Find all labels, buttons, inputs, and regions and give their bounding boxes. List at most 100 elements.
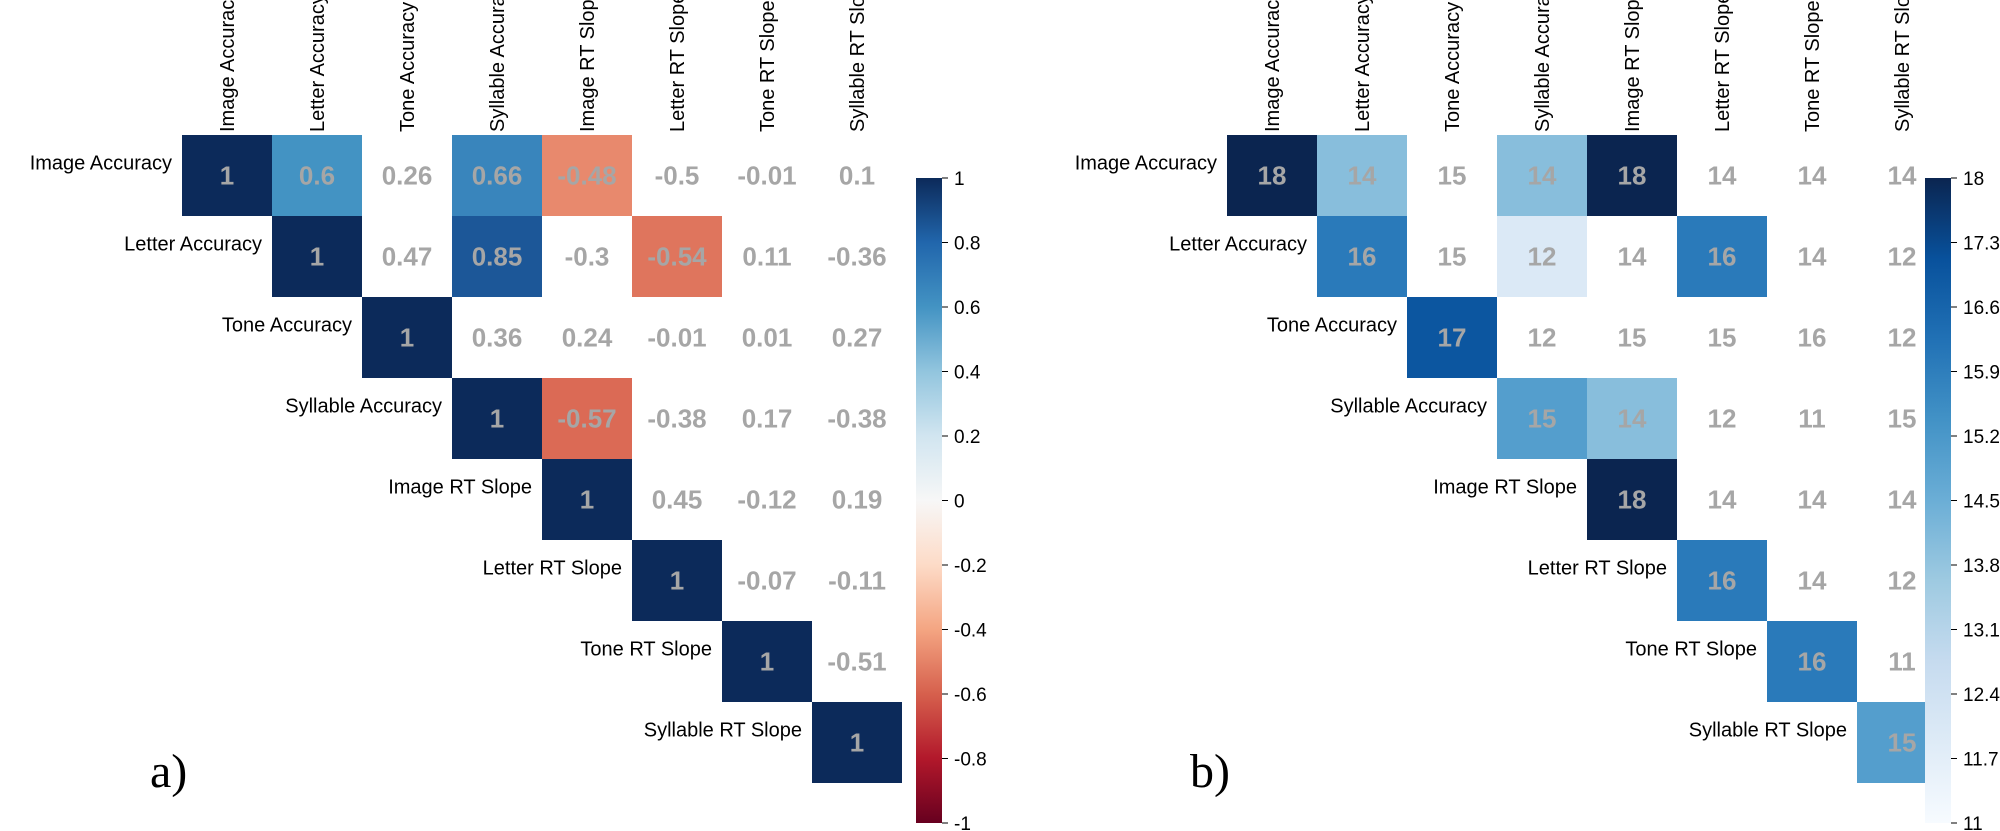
- column-label: Syllable RT Slope: [1892, 0, 1914, 132]
- panel-label: a): [150, 745, 187, 798]
- heatmap-cell: [722, 621, 812, 702]
- cell-value-label: 1: [400, 323, 414, 353]
- column-label: Image RT Slope: [577, 0, 599, 132]
- cell-value-label: 0.26: [382, 161, 433, 191]
- cell-value-label: 0.47: [382, 242, 433, 272]
- colorbar-tick-label: 11: [1963, 814, 1983, 831]
- cell-value-label: -0.3: [565, 242, 610, 272]
- colorbar-tick-label: 0.6: [954, 298, 980, 319]
- heatmap-cell: [1677, 540, 1767, 621]
- colorbar-tick-label: 13.1: [1963, 621, 2000, 642]
- column-label: Syllable Accuracy: [487, 0, 509, 132]
- column-label: Letter RT Slope: [667, 0, 689, 132]
- colorbar-tick-label: 1: [954, 169, 965, 190]
- cell-value-label: 16: [1348, 242, 1377, 272]
- heatmap-cell: [272, 216, 362, 297]
- cell-value-label: -0.57: [557, 404, 616, 434]
- heatmap-cell: [1407, 297, 1497, 378]
- cell-value-label: 1: [760, 647, 774, 677]
- colorbar-tick-label: 15.2: [1963, 427, 2000, 448]
- column-label: Letter Accuracy: [307, 0, 329, 132]
- colorbar-tick-label: -0.4: [954, 621, 987, 642]
- cell-value-label: 16: [1708, 566, 1737, 596]
- colorbar-tick-label: 0: [954, 492, 965, 513]
- cell-value-label: 14: [1798, 242, 1827, 272]
- heatmap-cell: [1677, 216, 1767, 297]
- cell-value-label: 0.11: [742, 242, 791, 272]
- colorbar-tick-label: 18: [1963, 169, 1984, 190]
- cell-value-label: 0.66: [472, 161, 523, 191]
- colorbar-tick-label: 17.3: [1963, 234, 2000, 255]
- heatmap-cell: [542, 378, 632, 459]
- column-label: Image Accuracy: [217, 0, 239, 132]
- row-label: Letter RT Slope: [1528, 558, 1667, 580]
- cell-value-label: 15: [1438, 242, 1467, 272]
- colorbar-tick-label: 11.7: [1963, 750, 1999, 771]
- colorbar: [916, 178, 942, 823]
- cell-value-label: 12: [1888, 242, 1917, 272]
- cell-value-label: 1: [670, 566, 684, 596]
- heatmap-cell: [182, 135, 272, 216]
- cell-value-label: -0.54: [647, 242, 707, 272]
- heatmap-cell: [452, 216, 542, 297]
- cell-value-label: 15: [1888, 404, 1917, 434]
- column-label: Image RT Slope: [1622, 0, 1644, 132]
- heatmap-cell: [1317, 135, 1407, 216]
- cell-value-label: 14: [1348, 161, 1377, 191]
- cell-value-label: 0.19: [832, 485, 883, 515]
- heatmap-cell: [1497, 135, 1587, 216]
- cell-value-label: 0.85: [472, 242, 523, 272]
- row-label: Tone Accuracy: [222, 315, 352, 337]
- cell-value-label: 14: [1798, 485, 1827, 515]
- cell-value-label: 16: [1798, 323, 1827, 353]
- cell-value-label: -0.01: [647, 323, 706, 353]
- cell-value-label: 0.27: [832, 323, 883, 353]
- row-label: Syllable RT Slope: [644, 720, 802, 742]
- cell-value-label: 15: [1438, 161, 1467, 191]
- row-label: Image Accuracy: [1075, 153, 1217, 175]
- colorbar-tick-label: 12.4: [1963, 685, 2000, 706]
- cell-value-label: 12: [1708, 404, 1737, 434]
- cell-value-label: 15: [1888, 728, 1917, 758]
- heatmap-cell: [1767, 621, 1857, 702]
- cell-value-label: 1: [850, 728, 864, 758]
- cell-value-label: 1: [310, 242, 324, 272]
- colorbar-tick-label: -0.8: [954, 750, 987, 771]
- heatmap-cell: [812, 702, 902, 783]
- cell-value-label: -0.36: [827, 242, 886, 272]
- cell-value-label: -0.12: [737, 485, 796, 515]
- column-label: Syllable RT Slope: [847, 0, 869, 132]
- colorbar-tick-label: 0.8: [954, 234, 980, 255]
- cell-value-label: 0.01: [742, 323, 793, 353]
- cell-value-label: 12: [1528, 323, 1557, 353]
- heatmap-cell: [1227, 135, 1317, 216]
- cell-value-label: 11: [1888, 647, 1916, 677]
- row-label: Tone RT Slope: [580, 639, 712, 661]
- heatmap-cell: [1587, 459, 1677, 540]
- cell-value-label: 12: [1528, 242, 1557, 272]
- cell-value-label: 14: [1528, 161, 1557, 191]
- cell-value-label: 18: [1618, 161, 1647, 191]
- heatmap-cell: [542, 135, 632, 216]
- row-label: Letter Accuracy: [1169, 234, 1307, 256]
- cell-value-label: 0.6: [299, 161, 335, 191]
- heatmap-cell: [632, 540, 722, 621]
- cell-value-label: 17: [1438, 323, 1467, 353]
- cell-value-label: 14: [1618, 242, 1647, 272]
- row-label: Image RT Slope: [388, 477, 532, 499]
- colorbar: [1925, 178, 1951, 823]
- cell-value-label: -0.07: [737, 566, 796, 596]
- correlation-heatmap-panel: Image Accuracy Letter Accuracy Tone Accura…: [30, 0, 987, 831]
- heatmap-cell: [452, 378, 542, 459]
- row-label: Tone RT Slope: [1625, 639, 1757, 661]
- cell-value-label: 0.45: [652, 485, 703, 515]
- cell-value-label: 16: [1798, 647, 1827, 677]
- row-label: Syllable Accuracy: [1330, 396, 1487, 418]
- cell-value-label: 11: [1798, 404, 1826, 434]
- row-label: Tone Accuracy: [1267, 315, 1397, 337]
- cell-value-label: -0.5: [655, 161, 700, 191]
- cell-value-label: 15: [1618, 323, 1647, 353]
- cell-value-label: 14: [1708, 485, 1737, 515]
- row-label: Image Accuracy: [30, 153, 172, 175]
- cell-value-label: 15: [1528, 404, 1557, 434]
